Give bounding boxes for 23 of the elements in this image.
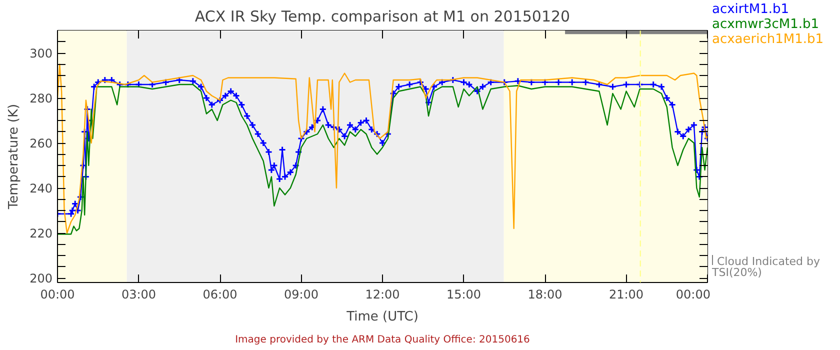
y-tick-label: 200 bbox=[30, 272, 52, 286]
text: acxmwr3cM1.b1 bbox=[712, 17, 820, 32]
y-axis-title: Temperature (K) bbox=[6, 104, 22, 210]
x-tick-label: 18:00 bbox=[528, 288, 562, 302]
x-tick-label: 21:00 bbox=[608, 288, 644, 302]
y-tick-label: 220 bbox=[30, 226, 52, 240]
x-tick-label: 00:00 bbox=[676, 288, 711, 302]
x-tick-label: 06:00 bbox=[202, 288, 238, 302]
x-tick-label: 12:00 bbox=[365, 288, 400, 302]
y-tick-label: 300 bbox=[30, 46, 52, 60]
x-tick-label: 15:00 bbox=[446, 288, 482, 302]
y-tick-label: 280 bbox=[30, 92, 52, 106]
x-tick-label: 00:00 bbox=[40, 288, 75, 302]
x-axis-title: Time (UTC) bbox=[346, 310, 418, 324]
y-tick-label: 260 bbox=[30, 136, 52, 150]
text: acxaerich1M1.b1 bbox=[712, 32, 824, 47]
text: acxirtM1.b1 bbox=[712, 2, 790, 17]
y-tick-label: 240 bbox=[30, 182, 52, 196]
chart-title: ACX IR Sky Temp. comparison at M1 on 20150120 bbox=[194, 8, 570, 26]
x-tick-label: 09:00 bbox=[284, 288, 319, 302]
legend-label: Cloud Indicated by TSI(20%) bbox=[712, 255, 822, 279]
text: Image provided by the ARM Data Quality Office: 20150616 bbox=[235, 334, 530, 346]
x-tick-label: 03:00 bbox=[121, 288, 156, 302]
